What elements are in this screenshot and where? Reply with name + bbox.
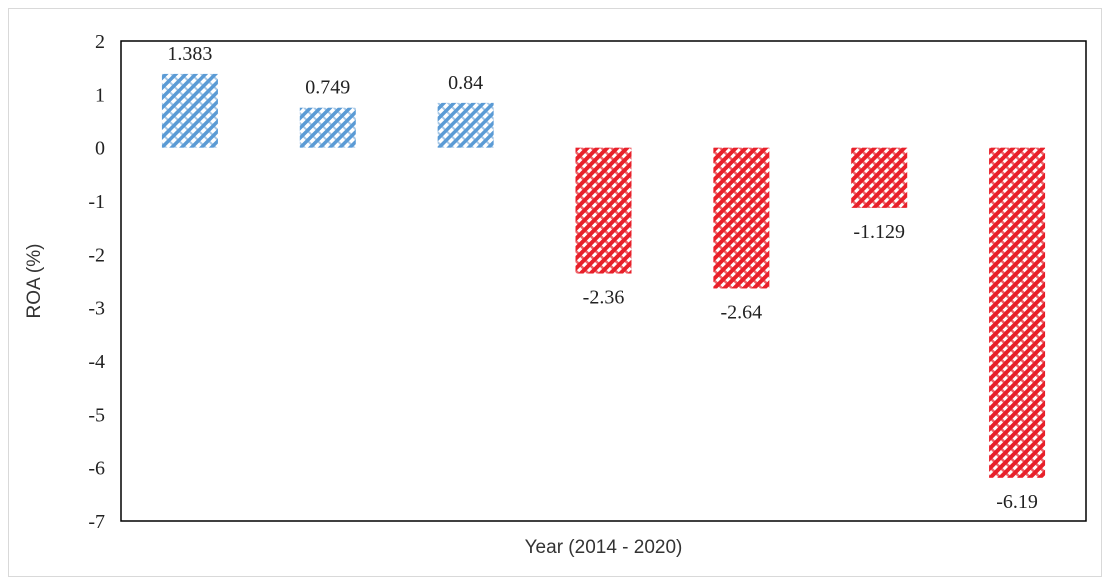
- data-label: 1.383: [167, 43, 212, 65]
- bar: [299, 107, 356, 148]
- data-label: -1.129: [853, 221, 905, 243]
- bar: [437, 102, 494, 148]
- x-axis-title: Year (2014 - 2020): [525, 537, 683, 558]
- y-tick-label: 0: [95, 138, 105, 160]
- y-tick-label: -4: [88, 351, 105, 373]
- y-tick-label: -3: [88, 298, 105, 320]
- data-label: 0.84: [448, 72, 483, 94]
- bar: [989, 147, 1046, 478]
- data-labels-group: 1.383 0.749 0.84 -2.36 -2.64 -1.129 -6.19: [167, 43, 1037, 513]
- y-tick-label: -6: [88, 458, 105, 480]
- bar: [851, 147, 908, 208]
- plot-border: [120, 40, 1087, 522]
- y-tick-label: -7: [88, 511, 105, 533]
- bar: [161, 73, 218, 148]
- y-tick-label: -5: [88, 404, 105, 426]
- data-label: -2.64: [721, 301, 763, 323]
- bar: [713, 147, 770, 289]
- plot-area: [120, 40, 1087, 522]
- data-label: -6.19: [996, 491, 1038, 513]
- data-label: -2.36: [583, 287, 625, 309]
- y-axis-title: ROA (%): [24, 244, 45, 319]
- y-tick-label: -1: [88, 191, 105, 213]
- y-tick-label: 1: [95, 84, 105, 106]
- y-tick-label: 2: [95, 31, 105, 53]
- data-label: 0.749: [305, 77, 350, 99]
- y-axis-tick-labels: 2 1 0 -1 -2 -3 -4 -5 -6 -7: [88, 31, 105, 533]
- bars-group: [161, 73, 1046, 478]
- y-tick-label: -2: [88, 244, 105, 266]
- bar: [575, 147, 632, 274]
